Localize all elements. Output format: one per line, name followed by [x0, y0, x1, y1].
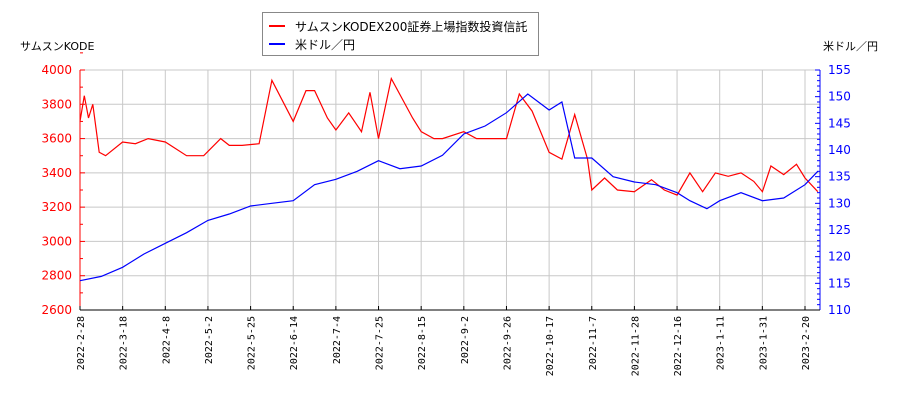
- right-axis-label: 130: [828, 196, 851, 210]
- x-axis-label: 2022-7-4: [332, 316, 343, 364]
- x-axis-label: 2022-9-2: [460, 316, 471, 364]
- right-axis-label: 120: [828, 250, 851, 264]
- x-axis-label: 2022-8-15: [417, 316, 428, 370]
- left-axis-label: 3000: [41, 234, 72, 248]
- x-axis-label: 2022-11-7: [588, 316, 599, 370]
- x-axis-label: 2022-6-14: [289, 316, 300, 370]
- legend-label-series1: サムスンKODEX200証券上場指数投資信託: [295, 19, 528, 34]
- x-axis-label: 2022-12-16: [673, 316, 684, 376]
- left-axis-label: 3200: [41, 200, 72, 214]
- x-axis-label: 2022-11-28: [630, 316, 641, 376]
- x-axis-label: 2022-7-25: [375, 316, 386, 370]
- x-axis-label: 2023-2-20: [801, 316, 812, 370]
- legend-swatch-red: [269, 25, 285, 27]
- right-axis-label: 110: [828, 303, 851, 317]
- legend-item-series2: 米ドル／円: [269, 35, 355, 53]
- right-axis-label: 140: [828, 143, 851, 157]
- chart-legend: サムスンKODEX200証券上場指数投資信託 米ドル／円: [262, 12, 539, 56]
- right-axis-label: 135: [828, 170, 851, 184]
- left-axis-label: 4000: [41, 63, 72, 77]
- x-axis-label: 2023-1-11: [716, 316, 727, 370]
- x-axis-label: 2022-3-18: [119, 316, 130, 370]
- right-axis-label: 155: [828, 63, 851, 77]
- left-axis-label: 3400: [41, 166, 72, 180]
- left-axis-label: 2600: [41, 303, 72, 317]
- right-axis-label: 125: [828, 223, 851, 237]
- legend-label-series2: 米ドル／円: [295, 37, 356, 52]
- legend-swatch-blue: [269, 43, 285, 45]
- series-line-kodex: [79, 76, 819, 196]
- x-axis-label: 2022-2-28: [76, 316, 87, 370]
- x-axis-label: 2022-9-26: [502, 316, 513, 370]
- right-axis-label: 145: [828, 116, 851, 130]
- left-axis-title: サムスンKODE: [20, 40, 95, 53]
- series-line-usdjpy: [79, 93, 819, 282]
- right-axis-label: 115: [828, 276, 851, 290]
- x-axis-label: 2022-5-2: [204, 316, 215, 364]
- x-axis-label: 2022-10-17: [545, 316, 556, 376]
- left-axis-label: 3600: [41, 132, 72, 146]
- x-axis-label: 2022-4-8: [161, 316, 172, 364]
- left-axis-label: 3800: [41, 97, 72, 111]
- x-axis-label: 2023-1-31: [758, 316, 769, 370]
- left-axis-label: 2800: [41, 269, 72, 283]
- right-axis-title: 米ドル／円: [823, 40, 878, 53]
- right-axis-label: 150: [828, 90, 851, 104]
- x-axis-label: 2022-5-25: [247, 316, 258, 370]
- legend-item-series1: サムスンKODEX200証券上場指数投資信託: [269, 17, 527, 35]
